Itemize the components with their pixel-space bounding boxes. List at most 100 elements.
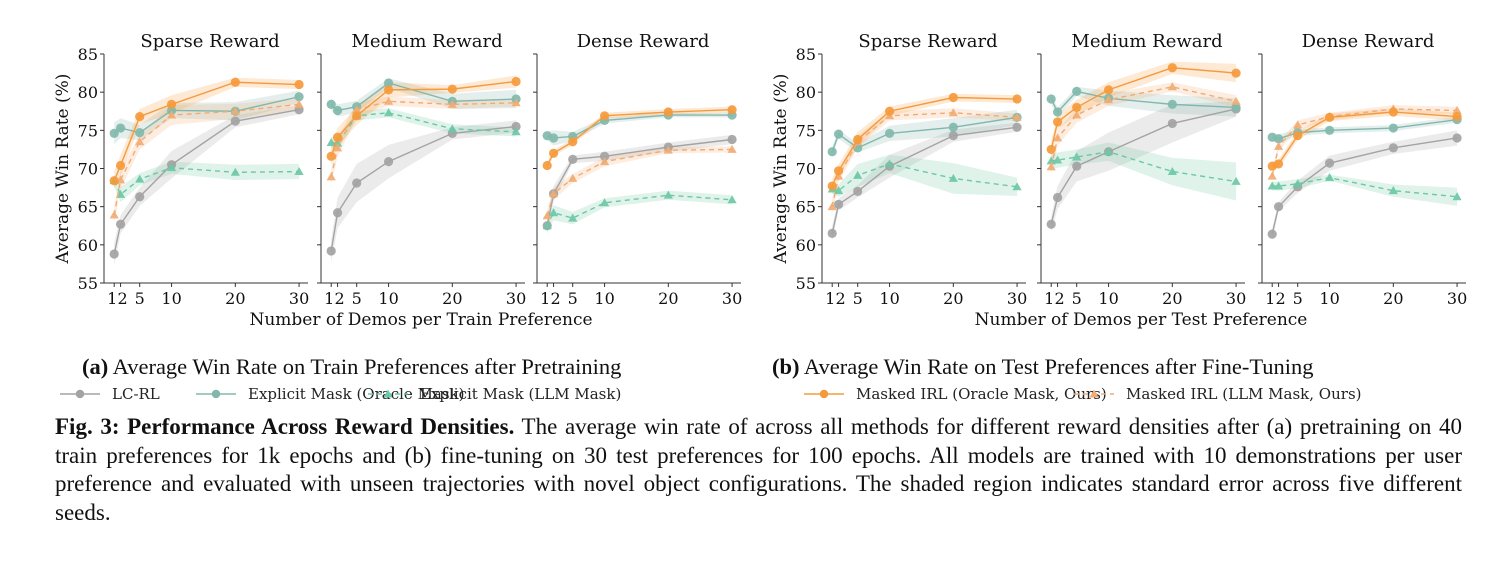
subcaption-b-tag: (b) [772, 354, 800, 379]
data-point [383, 85, 394, 95]
data-point [230, 77, 240, 87]
data-point [166, 110, 177, 119]
data-point [599, 157, 610, 166]
series-line [1271, 108, 1458, 177]
data-point [1046, 219, 1056, 229]
error-band [547, 106, 733, 169]
data-point [230, 106, 240, 115]
error-band [1272, 105, 1458, 181]
data-point [383, 78, 394, 88]
data-point [1012, 94, 1022, 104]
data-point [833, 199, 844, 209]
x-tick-label: 2 [334, 289, 344, 308]
panel-title: Medium Reward [1071, 31, 1222, 52]
x-tick-label: 2 [550, 289, 560, 308]
y-tick-label: 65 [78, 198, 98, 217]
data-point [1388, 143, 1398, 153]
data-point [1273, 141, 1284, 150]
data-point [1231, 96, 1241, 105]
data-point [1452, 192, 1462, 201]
data-point [1273, 181, 1284, 190]
x-tick-label: 30 [722, 289, 742, 308]
data-point [1052, 133, 1063, 142]
y-tick-label: 80 [796, 83, 816, 102]
data-point [599, 198, 610, 207]
data-point [1267, 171, 1277, 180]
x-tick-label: 30 [1447, 289, 1467, 308]
legend: LC-RL Explicit Mask (Oracle Mask) Explic… [0, 383, 1510, 405]
chart-panel-4: Sparse Reward 55 60 65 70 75 80 85 1 2 5 10 20 30 Aver… [771, 31, 1027, 308]
data-point [294, 166, 304, 176]
series-line [1051, 150, 1237, 183]
error-band [114, 90, 300, 145]
data-point [1072, 110, 1082, 119]
y-axis-label: Average Win Rate (%) [53, 74, 73, 265]
data-point [727, 105, 737, 115]
y-tick-label: 55 [78, 274, 98, 293]
data-point [853, 170, 863, 179]
data-point [115, 219, 126, 229]
x-tick-label: 2 [1275, 289, 1285, 308]
x-tick-label: 1 [107, 289, 117, 308]
error-band [547, 112, 733, 146]
x-tick-label: 1 [1044, 289, 1054, 308]
data-point [948, 92, 958, 103]
data-point [511, 127, 521, 136]
data-point [599, 111, 610, 121]
y-axis-label: Average Win Rate (%) [771, 74, 791, 265]
legend-marker [1089, 389, 1099, 398]
data-point [1388, 186, 1398, 195]
data-point [1072, 152, 1082, 161]
error-band [547, 190, 733, 231]
legend-swatch-circle-icon [60, 389, 100, 399]
data-point [1167, 118, 1177, 129]
data-point [1012, 122, 1022, 132]
data-point [542, 211, 552, 220]
panel-title: Dense Reward [577, 31, 710, 52]
y-tick-label: 75 [78, 121, 98, 140]
x-axis-label: Number of Demos per Train Preference [249, 310, 592, 330]
data-point [948, 131, 958, 141]
x-tick-label: 2 [1054, 289, 1064, 308]
data-point [230, 167, 240, 176]
legend-swatch-triangle-icon [368, 389, 408, 398]
series-line [113, 109, 300, 255]
data-point [1167, 99, 1177, 109]
error-band [1272, 116, 1458, 144]
data-point [827, 147, 837, 157]
x-tick-label: 1 [540, 289, 550, 308]
data-point [548, 189, 559, 198]
data-point [1273, 134, 1284, 144]
data-point [727, 144, 737, 153]
series-line [330, 125, 517, 252]
data-point [352, 105, 362, 114]
data-point [1052, 155, 1063, 164]
data-point [447, 84, 457, 94]
x-tick-label: 20 [1162, 289, 1182, 308]
error-band [832, 93, 1018, 194]
y-tick-label: 85 [796, 45, 816, 64]
series-line [546, 148, 733, 217]
data-point [599, 151, 610, 161]
data-point [1103, 147, 1114, 156]
x-tick-label: 1 [825, 289, 835, 308]
legend-label: Masked IRL (LLM Mask, Ours) [1126, 385, 1362, 403]
data-point [1273, 159, 1284, 169]
data-point [135, 174, 145, 183]
data-point [1103, 85, 1114, 95]
x-tick-label: 10 [879, 289, 899, 308]
data-point [663, 145, 673, 154]
data-point [542, 160, 552, 171]
chart-panel-6: Dense Reward 1 2 5 10 20 30 [1258, 31, 1467, 308]
panel-title: Sparse Reward [140, 31, 279, 52]
y-tick-label: 70 [78, 160, 98, 179]
data-point [1388, 107, 1398, 117]
error-band [331, 75, 517, 166]
data-point [109, 176, 119, 186]
error-band [832, 109, 1018, 157]
data-point [542, 221, 552, 230]
data-point [548, 133, 559, 143]
data-point [1167, 82, 1177, 91]
